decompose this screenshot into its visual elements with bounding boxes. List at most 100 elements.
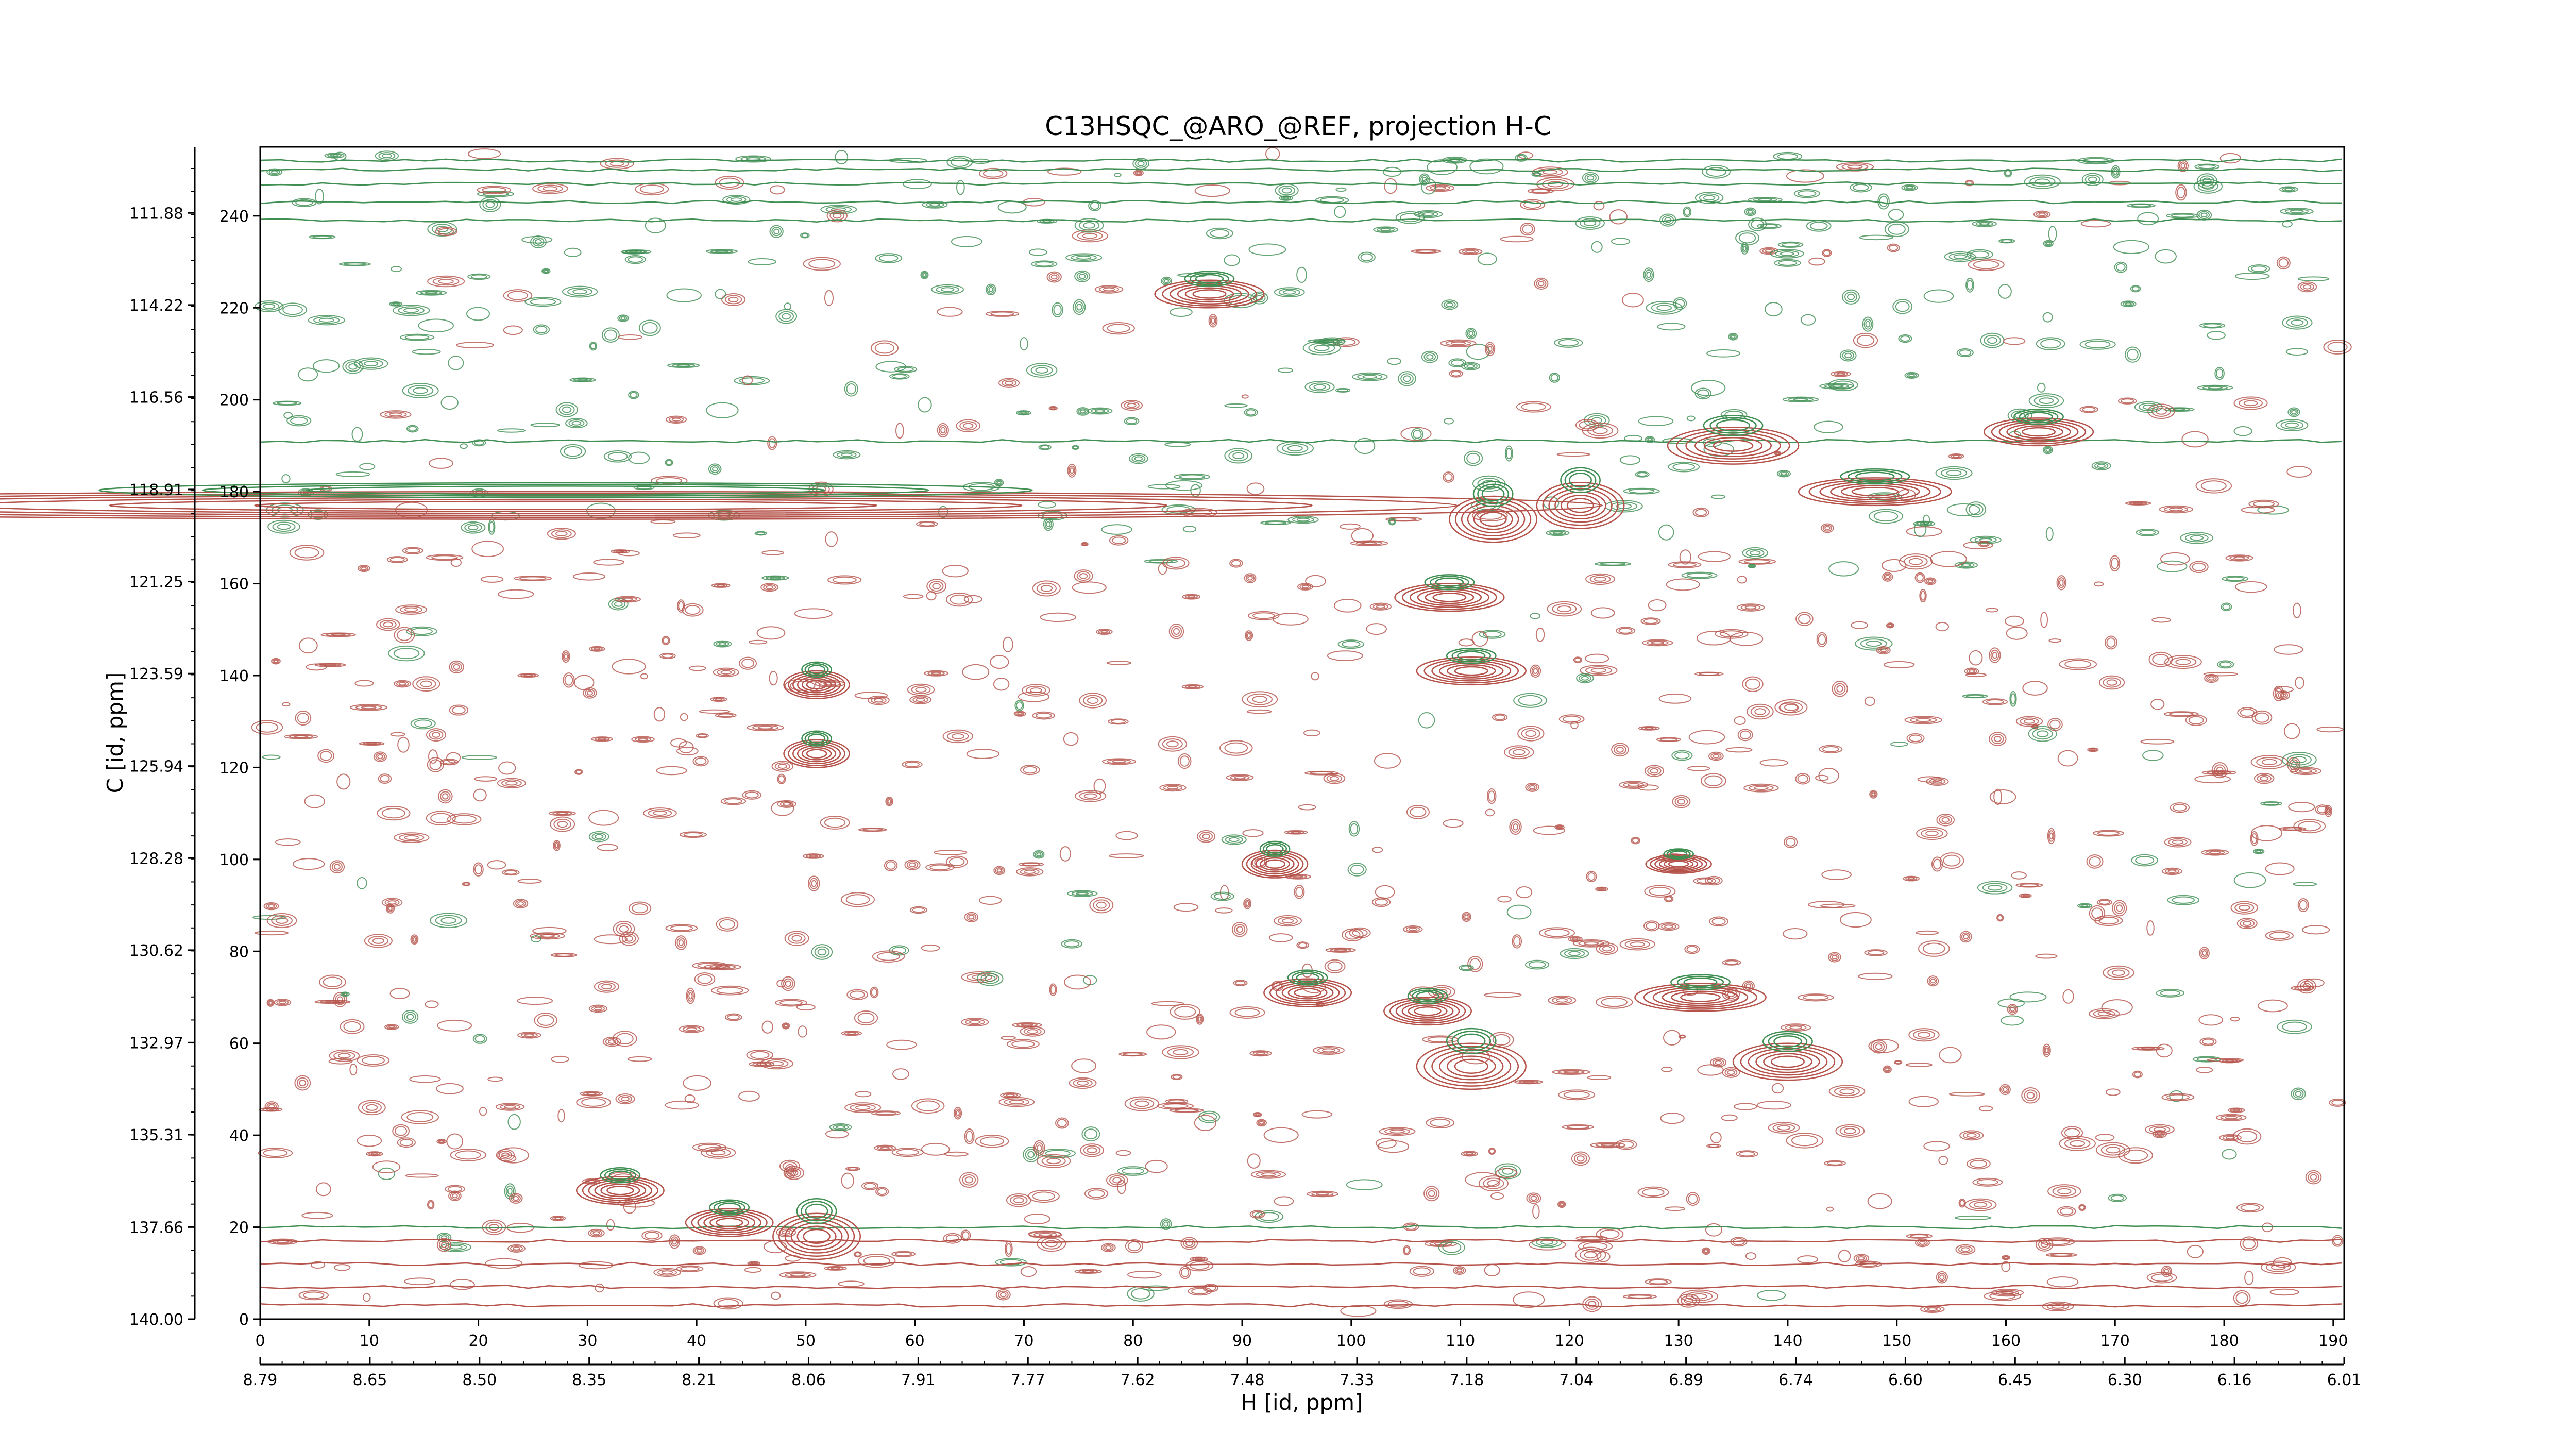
noise-contour — [1469, 158, 1504, 175]
peak-contour-positive — [254, 500, 877, 511]
noise-contour — [1049, 983, 1057, 996]
noise-contour — [776, 1227, 796, 1237]
noise-contour — [1400, 373, 1414, 384]
noise-contour — [2251, 265, 2267, 272]
noise-contour — [1035, 712, 1052, 719]
noise-contour — [677, 599, 685, 613]
noise-contour — [1839, 349, 1857, 362]
noise-contour — [2097, 831, 2120, 836]
peak-contour-positive — [1763, 1053, 1812, 1071]
noise-contour — [988, 287, 993, 292]
noise-contour — [449, 704, 469, 716]
noise-contour — [320, 632, 356, 637]
noise-contour — [963, 423, 974, 429]
noise-contour — [857, 1013, 875, 1024]
noise-contour — [297, 713, 309, 723]
noise-contour — [295, 711, 312, 726]
noise-contour — [618, 334, 642, 340]
noise-contour — [266, 168, 283, 176]
noise-contour — [408, 426, 417, 432]
noise-contour — [903, 179, 932, 190]
noise-contour — [1118, 1052, 1147, 1057]
noise-contour — [1530, 1195, 1537, 1201]
noise-contour — [2188, 716, 2204, 724]
noise-contour — [1274, 915, 1302, 927]
noise-contour — [554, 1217, 562, 1220]
noise-contour — [2147, 403, 2175, 419]
peak-contour-positive — [801, 678, 832, 692]
noise-contour — [1071, 891, 1093, 897]
noise-contour — [1173, 903, 1199, 912]
noise-contour — [1558, 714, 1585, 724]
noise-contour — [620, 316, 626, 321]
noise-contour — [1420, 178, 1436, 195]
noise-contour — [877, 1145, 893, 1151]
noise-contour — [1643, 618, 1658, 624]
noise-contour — [1292, 516, 1314, 523]
peak-contour-positive — [1554, 491, 1606, 520]
noise-contour — [1675, 299, 1685, 308]
noise-contour — [1020, 411, 1027, 414]
noise-contour — [711, 583, 731, 588]
noise-contour — [1571, 1151, 1590, 1166]
noise-contour — [1638, 416, 1674, 427]
noise-contour — [2113, 169, 2118, 175]
noise-contour — [2283, 723, 2300, 739]
noise-contour — [2236, 1203, 2264, 1213]
noise-contour — [872, 950, 905, 963]
noise-contour — [1013, 1197, 1024, 1204]
noise-contour — [1461, 965, 1472, 970]
noise-contour — [1884, 1066, 1891, 1072]
noise-contour — [487, 860, 506, 870]
noise-contour — [435, 227, 457, 237]
noise-contour — [2274, 688, 2283, 699]
y-ppm-tick-label: 125.94 — [129, 758, 183, 776]
noise-contour — [1387, 1301, 1409, 1308]
noise-contour — [394, 680, 412, 688]
noise-contour — [1430, 185, 1450, 191]
noise-contour — [1576, 673, 1594, 684]
noise-contour — [1107, 324, 1130, 333]
noise-contour — [2282, 827, 2302, 831]
noise-contour — [1358, 251, 1376, 263]
noise-contour — [1748, 563, 1756, 568]
noise-contour — [2180, 532, 2214, 544]
noise-contour — [394, 832, 430, 843]
noise-contour — [850, 1103, 876, 1111]
noise-contour — [2297, 276, 2330, 281]
noise-contour — [1051, 407, 1056, 410]
noise-contour — [277, 401, 298, 406]
noise-contour — [571, 420, 582, 426]
noise-contour — [517, 997, 553, 1005]
noise-contour — [2161, 1093, 2195, 1102]
noise-contour — [427, 1200, 435, 1210]
noise-contour — [505, 781, 518, 786]
noise-contour — [811, 944, 833, 960]
noise-contour — [2273, 685, 2284, 702]
peak-contour-negative — [1263, 842, 1287, 855]
noise-contour — [1103, 1244, 1114, 1251]
noise-contour — [1096, 901, 1107, 909]
noise-contour — [1174, 473, 1211, 480]
noise-contour — [1643, 267, 1654, 282]
noise-contour — [1637, 472, 1648, 477]
noise-contour — [694, 757, 707, 765]
noise-contour — [747, 723, 784, 732]
noise-contour — [1708, 1144, 1719, 1148]
noise-contour — [1517, 726, 1545, 742]
peak-contour-positive — [1667, 426, 1800, 465]
noise-contour — [1166, 740, 1179, 748]
peak-contour-negative — [1569, 473, 1592, 488]
noise-contour — [2098, 675, 2125, 690]
noise-contour — [548, 811, 576, 816]
noise-contour — [1076, 272, 1088, 281]
noise-contour — [956, 419, 981, 432]
noise-contour — [2305, 1170, 2322, 1185]
noise-contour — [391, 266, 402, 273]
noise-contour — [1922, 514, 1930, 525]
peak-contour-positive — [1241, 849, 1309, 879]
noise-contour — [2041, 1237, 2075, 1246]
noise-contour — [925, 863, 955, 872]
noise-contour — [312, 359, 340, 373]
noise-contour — [692, 962, 728, 970]
